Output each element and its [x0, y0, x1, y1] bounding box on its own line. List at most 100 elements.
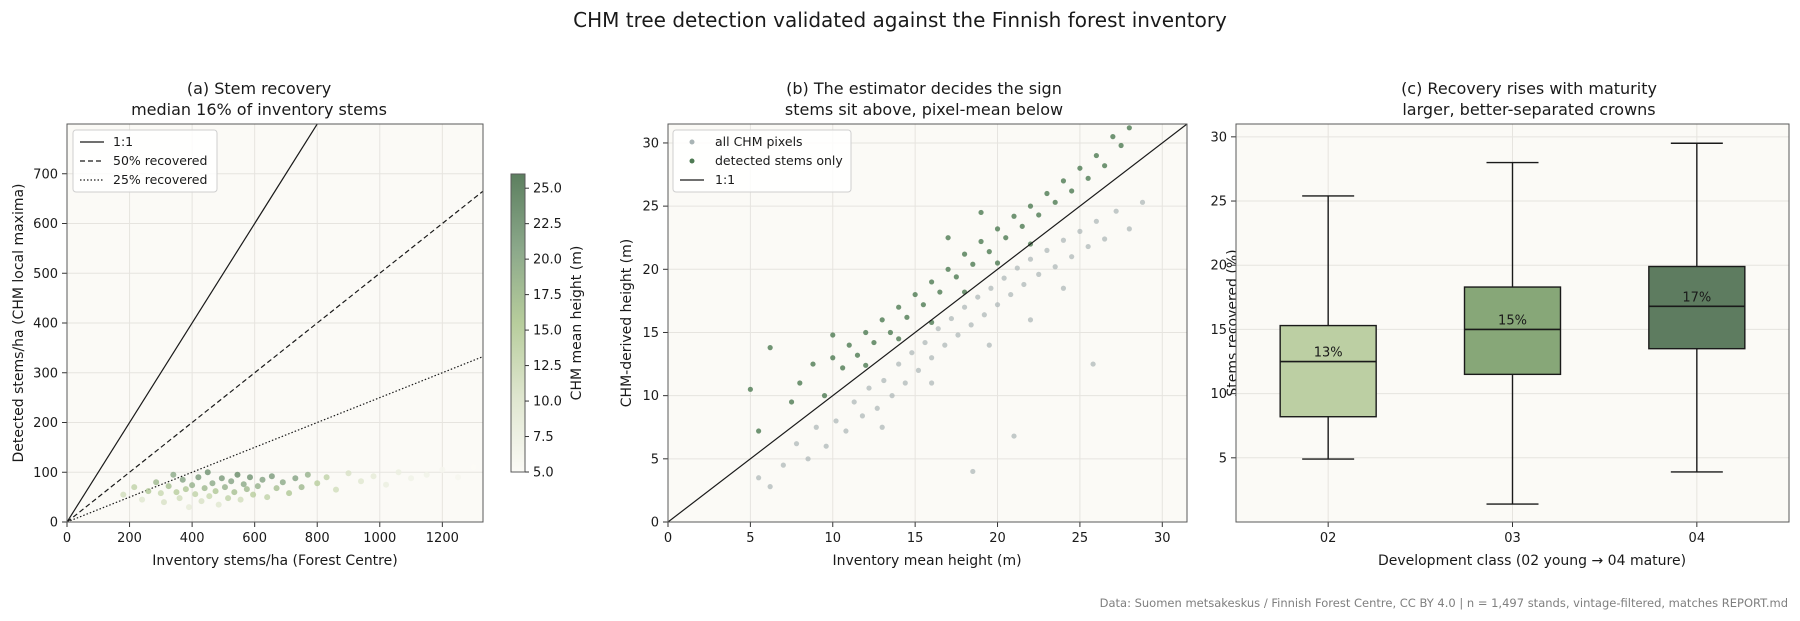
panel-a-xtick-label: 1000 — [363, 531, 396, 546]
box-iqr — [1279, 324, 1377, 418]
panel-a-xtick-label: 200 — [117, 531, 142, 546]
panel-b-stem-point — [896, 336, 902, 342]
panel-b-pixel-point — [833, 418, 839, 424]
panel-b-pixel-point — [874, 405, 880, 411]
box-iqr — [1463, 286, 1562, 376]
panel-b-pixel-point — [948, 315, 954, 322]
panel-b-pixel-point — [879, 424, 885, 430]
panel-b-stem-point — [1011, 213, 1017, 219]
panel-b-stem-point — [1102, 163, 1108, 169]
panel-b-pixel-point — [1021, 281, 1027, 288]
panel-b-stem-point — [994, 226, 1001, 232]
panel-b-pixel-point — [986, 342, 992, 348]
legend-a-frame — [72, 129, 218, 193]
panel-a-xtick-label: 800 — [305, 531, 330, 546]
colorbar-tick-label: 7.5 — [533, 430, 554, 445]
panel-a-point — [292, 475, 299, 482]
panel-b-stem-point — [863, 329, 869, 336]
panel-b-pixel-point — [929, 380, 935, 386]
panel-b-stem-point — [1069, 188, 1075, 194]
panel-b-pixel-point — [1126, 226, 1132, 232]
panel-c-xtick-label: 02 — [1320, 531, 1337, 546]
panel-b-stem-point — [929, 279, 935, 285]
panel-b-pixel-point — [915, 367, 922, 373]
panel-b-pixel-point — [988, 285, 994, 291]
panel-a-point — [225, 495, 232, 502]
panel-a-point — [201, 485, 208, 492]
panel-a-point — [192, 491, 199, 498]
panel-a-point — [209, 480, 216, 487]
panel-a-point — [145, 488, 152, 495]
panel-a-point — [185, 504, 192, 511]
panel-b-pixel-point — [1113, 208, 1119, 214]
panel-b-pixel-point — [813, 424, 819, 430]
panel-b-pixel-point — [942, 342, 948, 348]
panel-a-point — [218, 475, 225, 482]
panel-b-xtick-label: 20 — [989, 531, 1006, 546]
panel-c-ytick-label: 30 — [1210, 130, 1227, 145]
panel-a-refline — [67, 190, 483, 522]
panel-b-pixel-point — [955, 332, 961, 338]
colorbar-tick-label: 25.0 — [533, 182, 562, 197]
panel-b-pixel-point — [1052, 264, 1058, 270]
panel-a-point — [179, 476, 186, 483]
panel-a-point — [268, 473, 275, 480]
panel-a-point — [139, 496, 146, 503]
figure-footer: Data: Suomen metsakeskus / Finnish Fores… — [1100, 596, 1788, 610]
panel-b-stem-point — [879, 317, 885, 323]
panel-b-stem-point — [788, 399, 795, 405]
panel-c-title: (c) Recovery rises with maturity — [1401, 79, 1657, 98]
panel-a-legend: 1:1 50% recovered 25% recovered — [72, 129, 218, 193]
panel-c-subtitle: larger, better-separated crowns — [1402, 100, 1655, 119]
panel-b-height-estimator: (b) The estimator decides the sign stems… — [619, 79, 1188, 569]
panel-b-pixel-point — [823, 443, 829, 449]
panel-a-point — [212, 488, 219, 495]
panel-b-stem-point — [920, 302, 926, 308]
panel-b-title: (b) The estimator decides the sign — [786, 79, 1062, 98]
panel-b-ytick-label: 10 — [642, 389, 659, 404]
panel-a-point — [470, 464, 477, 471]
panel-b-stem-point — [978, 209, 984, 216]
panel-b-xtick-label: 10 — [824, 531, 841, 546]
panel-b-ytick-label: 15 — [642, 326, 659, 341]
panel-b-pixel-point — [1060, 285, 1067, 291]
panel-a-xtick-label: 400 — [180, 531, 205, 546]
panel-a-ytick-label: 600 — [33, 217, 58, 232]
panel-b-pixel-point — [805, 456, 811, 462]
panel-a-point — [131, 484, 138, 491]
panel-b-stem-point — [1085, 175, 1091, 181]
panel-a-axes-frame — [66, 123, 484, 523]
panel-b-stem-point — [1044, 190, 1050, 197]
panel-a-point — [204, 469, 211, 476]
panel-b-xtick-label: 25 — [1072, 531, 1089, 546]
panel-a-point — [358, 478, 365, 485]
panel-a-ytick-label: 100 — [33, 466, 58, 481]
panel-b-pixel-point — [975, 294, 981, 300]
panel-a-point — [314, 480, 321, 487]
panel-b-pixel-point — [1014, 265, 1020, 271]
panel-a-refline — [67, 124, 318, 522]
panel-a-point — [279, 479, 286, 486]
panel-b-stem-point — [810, 361, 816, 367]
colorbar-bar — [510, 173, 526, 473]
panel-b-pixel-point — [1090, 361, 1096, 367]
panel-b-pixel-point — [1085, 243, 1091, 250]
panel-a-point — [165, 483, 172, 490]
panel-b-stem-point — [1118, 142, 1124, 149]
panel-b-pixel-point — [961, 304, 968, 310]
panel-b-pixel-point — [881, 377, 887, 384]
panel-a-point — [243, 486, 250, 493]
panel-b-pixel-point — [1008, 291, 1014, 298]
panel-b-pixel-point — [851, 399, 857, 405]
panel-b-stem-point — [840, 365, 846, 371]
panel-b-stem-point — [912, 291, 918, 298]
panel-b-pixel-point — [896, 361, 902, 367]
panel-a-ytick-label: 500 — [33, 267, 58, 282]
box-median-label: 13% — [1314, 346, 1343, 361]
panel-b-stem-point — [854, 352, 861, 358]
panel-b-ytick-label: 0 — [651, 516, 659, 531]
panel-a-point — [250, 491, 257, 498]
panel-b-ytick-label: 25 — [642, 200, 659, 215]
panel-a-point — [254, 483, 261, 490]
panel-b-stem-point — [747, 386, 753, 392]
